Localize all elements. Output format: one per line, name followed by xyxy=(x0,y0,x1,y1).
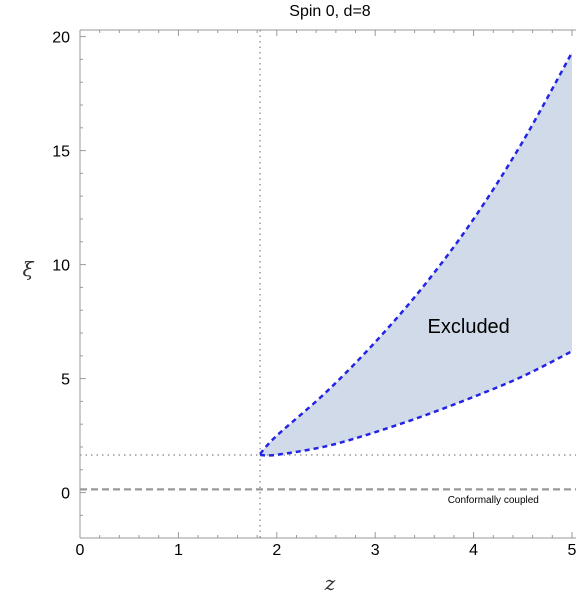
excluded-region xyxy=(260,52,572,456)
x-tick-label: 5 xyxy=(568,542,576,559)
x-tick-label: 1 xyxy=(174,542,183,559)
y-tick-label: 5 xyxy=(61,372,70,389)
axis-ticks: 0 1 2 3 4 5 0 5 10 15 20 xyxy=(52,30,576,559)
y-tick-label: 20 xyxy=(52,30,70,47)
x-tick-label: 0 xyxy=(76,542,85,559)
excluded-label: Excluded xyxy=(428,316,510,338)
x-tick-label: 3 xyxy=(371,542,380,559)
y-axis-label: ξ xyxy=(22,257,34,281)
x-axis-label: z xyxy=(324,571,336,595)
upper-boundary-line xyxy=(259,51,574,455)
y-tick-label: 15 xyxy=(52,144,70,161)
y-tick-label: 0 xyxy=(61,486,70,503)
plot-area xyxy=(80,30,576,538)
chart-title: Spin 0, d=8 xyxy=(289,3,371,20)
x-tick-label: 4 xyxy=(469,542,478,559)
conformally-coupled-label: Conformally coupled xyxy=(448,495,539,506)
y-tick-label: 10 xyxy=(52,258,70,275)
lower-boundary-line xyxy=(260,350,573,457)
x-tick-label: 2 xyxy=(272,542,281,559)
